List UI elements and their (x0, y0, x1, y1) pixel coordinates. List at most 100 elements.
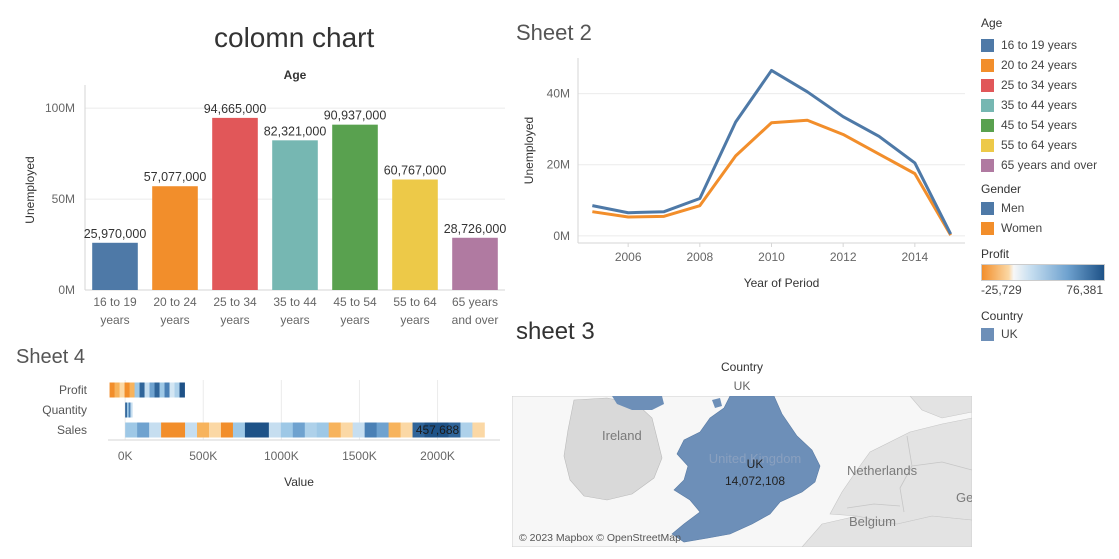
legend-label: 45 to 54 years (1001, 118, 1078, 132)
bar-segment (376, 422, 389, 438)
bar-segment (137, 422, 150, 438)
legend-swatch (981, 158, 994, 172)
age-header: Age (284, 68, 307, 82)
bar-data-label: 60,767,000 (384, 164, 447, 178)
map-label-netherlands: Netherlands (847, 463, 918, 478)
x-tick-label: 45 to 54 (333, 295, 377, 309)
map-label-uk: UK (747, 457, 764, 471)
bar-data-label: 57,077,000 (144, 170, 207, 184)
bar-segment (173, 422, 186, 438)
x-tick-label: years (220, 313, 249, 327)
sheet2-title: Sheet 2 (516, 20, 592, 45)
x-axis-title: Value (284, 475, 314, 489)
legend-item[interactable]: UK (981, 324, 1115, 344)
y-tick-label: 0M (553, 229, 570, 243)
bar-segment (119, 382, 125, 398)
legend-age-list: 16 to 19 years 20 to 24 years 25 to 34 yea… (981, 35, 1115, 175)
bar-segment (220, 422, 234, 438)
y-axis-title: Unemployed (522, 117, 536, 184)
x-tick-label: 2008 (686, 250, 713, 264)
bar-segment (129, 382, 135, 398)
bar-segment (185, 422, 198, 438)
sales-segment-label: 457,688 (416, 423, 460, 437)
legend-swatch (981, 58, 994, 72)
benelux-landmass (829, 417, 972, 525)
x-tick-label: 20 to 24 (153, 295, 197, 309)
x-tick-label: 25 to 34 (213, 295, 257, 309)
bar-data-label: 82,321,000 (264, 124, 327, 138)
bar-segment (400, 422, 413, 438)
legend-item[interactable]: 55 to 64 years (981, 135, 1115, 155)
legend-age-title: Age (981, 16, 1003, 30)
x-tick-label: 65 years (452, 295, 498, 309)
bar-segment (292, 422, 306, 438)
profit-range-labels: -25,729 76,381 (981, 283, 1103, 297)
x-tick-label: years (100, 313, 129, 327)
legend-swatch (981, 327, 994, 341)
legend-swatch (981, 38, 994, 52)
border-lines (846, 435, 972, 513)
uk-map[interactable]: Ireland United Kingdom UK 14,072,108 Net… (512, 396, 972, 547)
series-line-women (592, 118, 952, 236)
legend-gender-list: Men Women (981, 198, 1115, 238)
legend-swatch (981, 78, 994, 92)
legend-label: Men (1001, 201, 1025, 215)
x-tick-label: 2006 (615, 250, 642, 264)
bar-segment (352, 422, 366, 438)
legend-label: UK (1001, 327, 1018, 341)
bar (272, 140, 318, 290)
legend-item[interactable]: 35 to 44 years (981, 95, 1115, 115)
bar-segment (328, 422, 342, 438)
profit-min-label: -25,729 (981, 283, 1022, 297)
bar-segment (109, 382, 115, 398)
y-category-label: Profit (59, 383, 88, 397)
legend-label: 55 to 64 years (1001, 138, 1078, 152)
sheet3-title: sheet 3 (516, 318, 595, 345)
map-attribution: © 2023 Mapbox © OpenStreetMap (519, 532, 681, 544)
map-subheader: UK (733, 379, 751, 393)
x-tick-label: years (340, 313, 369, 327)
legend-item[interactable]: 45 to 54 years (981, 115, 1115, 135)
x-tick-label: 500K (189, 449, 217, 463)
sheet1-title: colomn chart (214, 22, 375, 53)
age-column-chart: Age 0M 50M 100M 25,970,000 16 to 19 years 57,07… (23, 68, 506, 327)
y-tick-label: 0M (58, 283, 75, 297)
bar-segment (448, 422, 461, 438)
x-tick-label: and over (452, 313, 499, 327)
map-label-ireland: Ireland (602, 428, 642, 443)
bar-segment (256, 422, 270, 438)
legend-item[interactable]: 20 to 24 years (981, 55, 1115, 75)
x-tick-label: 35 to 44 (273, 295, 317, 309)
legend-item[interactable]: 16 to 19 years (981, 35, 1115, 55)
y-category-label: Quantity (42, 403, 87, 417)
legend-item[interactable]: Men (981, 198, 1115, 218)
bar-data-label: 94,665,000 (204, 102, 267, 116)
great-britain-shape (671, 396, 821, 543)
x-tick-label: 0K (118, 449, 133, 463)
legend-swatch (981, 98, 994, 112)
bar-segment (436, 422, 449, 438)
unemployed-line-chart: 0M 20M 40M 2006 2008 2010 2012 2014 Year of Peri… (522, 58, 965, 290)
x-tick-label: 2014 (901, 250, 928, 264)
bar (392, 179, 438, 290)
x-tick-label: 55 to 64 (393, 295, 437, 309)
legend-item[interactable]: 25 to 34 years (981, 75, 1115, 95)
y-tick-label: 100M (45, 101, 75, 115)
bar (152, 186, 198, 290)
legend-label: 35 to 44 years (1001, 98, 1078, 112)
bar-segment (128, 402, 131, 418)
bar-segment (208, 422, 222, 438)
bar-segment (114, 382, 120, 398)
y-tick-label: 50M (52, 192, 75, 206)
bar-segment (280, 422, 294, 438)
legend-item[interactable]: Women (981, 218, 1115, 238)
legend-country-title: Country (981, 309, 1024, 323)
legend-item[interactable]: 65 years and over (981, 155, 1115, 175)
bar-segment (340, 422, 354, 438)
legend-country-list: UK (981, 324, 1115, 344)
map-label-uk-value: 14,072,108 (725, 474, 785, 488)
legend-gender-title: Gender (981, 182, 1022, 196)
y-category-label: Sales (57, 423, 87, 437)
bar-segment (125, 402, 128, 418)
bar-segment (161, 422, 174, 438)
